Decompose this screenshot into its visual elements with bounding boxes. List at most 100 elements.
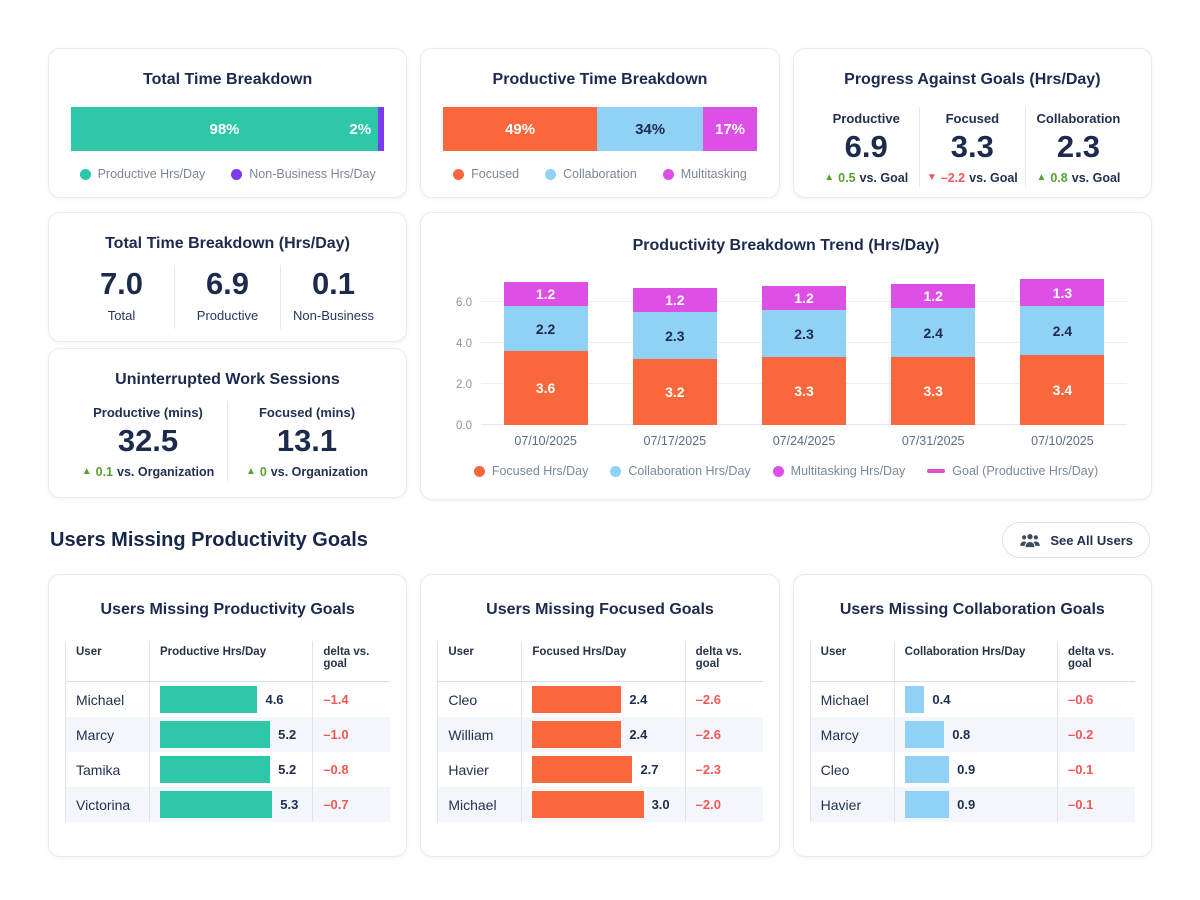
value-bar: [532, 756, 633, 783]
value-bar-cell: 4.6: [149, 682, 312, 717]
triangle-up-icon: ▲: [81, 465, 92, 477]
x-axis-tick-label: 07/10/2025: [1031, 434, 1094, 448]
value-bar-cell: 2.7: [521, 752, 684, 787]
card-users-missing-focused-goals: Users Missing Focused Goals User Focused …: [420, 574, 780, 857]
value-bar-cell: 0.9: [893, 787, 1057, 822]
legend-item-collaboration[interactable]: Collaboration: [545, 167, 637, 181]
legend-item-goal-productive-hrs-day[interactable]: Goal (Productive Hrs/Day): [927, 464, 1098, 478]
trend-plot: 3.6 2.2 1.2 3.2 2.3 1.2 3.3 2.3 1.2 3.3 2.4 1.2 3.4 2…: [481, 273, 1127, 425]
focused-goals-table: User Focused Hrs/Day delta vs. goal Cleo 2.4…: [437, 641, 763, 822]
delta-cell: –2.6: [684, 682, 763, 717]
sessions-stats: Productive (mins) 32.5 ▲ 0.1 vs. Organizatio…: [69, 401, 386, 481]
card-title: Total Time Breakdown: [143, 71, 313, 88]
column-header-collaboration-hrs-day: Collaboration Hrs/Day: [893, 641, 1057, 682]
productive-time-legend: Focused Collaboration Multitasking: [441, 167, 758, 181]
user-name-cell: Havier: [809, 787, 894, 822]
stat-delta: ▲ 0.5 vs. Goal: [820, 171, 913, 185]
legend-label: Productive Hrs/Day: [97, 167, 206, 181]
value-bar: [904, 686, 925, 713]
legend-item-multitasking-hrs-day[interactable]: Multitasking Hrs/Day: [772, 464, 906, 478]
legend-item-productive-hrs-day[interactable]: Productive Hrs/Day: [79, 167, 206, 181]
delta-suffix: vs. Goal: [859, 170, 909, 185]
triangle-up-icon: ▲: [245, 465, 256, 477]
y-axis-tick-label: 6.0: [456, 297, 472, 309]
table-row: Cleo 2.4 –2.6: [437, 682, 762, 717]
table-row: Michael 3.0 –2.0: [437, 787, 763, 822]
y-axis-tick-label: 2.0: [456, 379, 472, 391]
card-progress-against-goals: Progress Against Goals (Hrs/Day) Product…: [792, 48, 1152, 198]
legend-item-focused[interactable]: Focused: [453, 167, 519, 181]
value-bar: [904, 791, 950, 818]
stat-value: 3.3: [950, 129, 994, 164]
table-row: Michael 4.6 –1.4: [65, 682, 390, 717]
stat-delta: ▼ –2.2 vs. Goal: [926, 171, 1019, 185]
legend-label: Goal (Productive Hrs/Day): [952, 464, 1099, 478]
trend-segment-focused-hrs-day: 3.3: [891, 357, 976, 425]
segment-value-label: 2.2: [535, 320, 556, 337]
legend-label: Multitasking Hrs/Day: [790, 464, 906, 478]
card-productive-time-breakdown: Productive Time Breakdown 49% 34% 17% Focu…: [420, 48, 780, 198]
table-header-row: User Productive Hrs/Day delta vs. goal: [65, 641, 391, 682]
table-row: William 2.4 –2.6: [437, 717, 763, 752]
productivity-goals-table: User Productive Hrs/Day delta vs. goal Mich…: [65, 641, 391, 822]
legend-dot-icon: [473, 465, 485, 477]
trend-segment-multitasking-hrs-day: 1.2: [762, 285, 846, 311]
card-users-missing-productivity-goals: Users Missing Productivity Goals User Pro…: [48, 574, 408, 857]
legend-item-collaboration-hrs-day[interactable]: Collaboration Hrs/Day: [610, 464, 751, 478]
x-axis-tick-label: 07/31/2025: [901, 434, 965, 448]
user-name-cell: Cleo: [437, 682, 521, 717]
bar-segment-label: 98%: [209, 120, 240, 138]
trend-chart: 0.0 2.0 4.0 6.0 3.6 2.2 1.2 3.2 2.3 1.2 3.3 2.3 1.2…: [445, 273, 1127, 448]
legend-item-non-business-hrs-day[interactable]: Non-Business Hrs/Day: [231, 167, 376, 181]
value-label: 0.8: [952, 727, 971, 742]
value-label: 2.4: [629, 692, 648, 707]
segment-value-label: 3.3: [794, 383, 814, 400]
segment-value-label: 2.4: [1052, 322, 1073, 339]
table-row: Marcy 5.2 –1.0: [65, 717, 391, 752]
segment-value-label: 3.6: [535, 380, 556, 397]
value-label: 2.7: [640, 762, 659, 777]
chart-title: Productivity Breakdown Trend (Hrs/Day): [632, 237, 940, 254]
trend-plot-area: 3.6 2.2 1.2 3.2 2.3 1.2 3.3 2.3 1.2 3.3 2.4 1.2 3.4 2…: [481, 273, 1127, 448]
card-total-time-breakdown: Total Time Breakdown 98% 2% Productive Hr…: [48, 48, 408, 198]
delta-value: 0.1: [95, 464, 114, 479]
bar-segment-multitasking: 17%: [703, 107, 757, 151]
trend-y-axis: 0.0 2.0 4.0 6.0: [445, 273, 481, 432]
legend-item-focused-hrs-day[interactable]: Focused Hrs/Day: [473, 464, 588, 478]
value-label: 3.0: [651, 797, 670, 812]
triangle-up-icon: ▲: [1036, 171, 1047, 183]
legend-label: Non-Business Hrs/Day: [249, 167, 376, 181]
bottom-tables-row: Users Missing Productivity Goals User Pro…: [48, 574, 1152, 857]
trend-segment-focused-hrs-day: 3.2: [632, 359, 717, 425]
legend-item-multitasking[interactable]: Multitasking: [662, 167, 747, 181]
delta-suffix: vs. Goal: [1071, 170, 1121, 185]
stat-value: 32.5: [117, 423, 179, 458]
stat-productive: Productive 6.9 ▲ 0.5 vs. Goal: [814, 107, 919, 187]
stat-collaboration: Collaboration 2.3 ▲ 0.8 vs. Goal: [1024, 107, 1131, 187]
segment-value-label: 1.2: [665, 291, 685, 308]
stat-value: 13.1: [276, 423, 338, 458]
card-productivity-breakdown-trend: Productivity Breakdown Trend (Hrs/Day) 0…: [420, 212, 1152, 500]
stat-total: 7.0 Total: [69, 265, 174, 329]
stat-value: 6.9: [844, 129, 888, 164]
card-title: Uninterrupted Work Sessions: [115, 371, 340, 388]
see-all-users-button[interactable]: See All Users: [1002, 522, 1150, 558]
legend-dot-icon: [662, 168, 674, 180]
trend-segment-collaboration-hrs-day: 2.4: [891, 308, 976, 358]
trend-legend: Focused Hrs/Day Collaboration Hrs/Day Mult…: [445, 464, 1127, 478]
card-title: Progress Against Goals (Hrs/Day): [844, 71, 1101, 88]
stat-label: Collaboration: [1036, 111, 1121, 126]
x-axis-tick-label: 07/24/2025: [772, 434, 836, 448]
x-axis-tick-label: 07/10/2025: [514, 434, 577, 448]
trend-segment-focused-hrs-day: 3.6: [503, 351, 588, 425]
users-section-header: Users Missing Productivity Goals See All…: [50, 522, 1150, 558]
segment-value-label: 1.2: [923, 287, 943, 304]
stat-label: Focused (mins): [258, 405, 356, 420]
delta-cell: –2.0: [684, 787, 763, 822]
legend-dot-icon: [772, 465, 784, 477]
trend-segment-multitasking-hrs-day: 1.3: [1020, 279, 1105, 307]
stat-delta: ▲ 0.1 vs. Organization: [75, 465, 221, 479]
delta-value: 0: [259, 464, 267, 479]
segment-value-label: 3.2: [665, 384, 685, 401]
value-bar: [160, 686, 258, 713]
